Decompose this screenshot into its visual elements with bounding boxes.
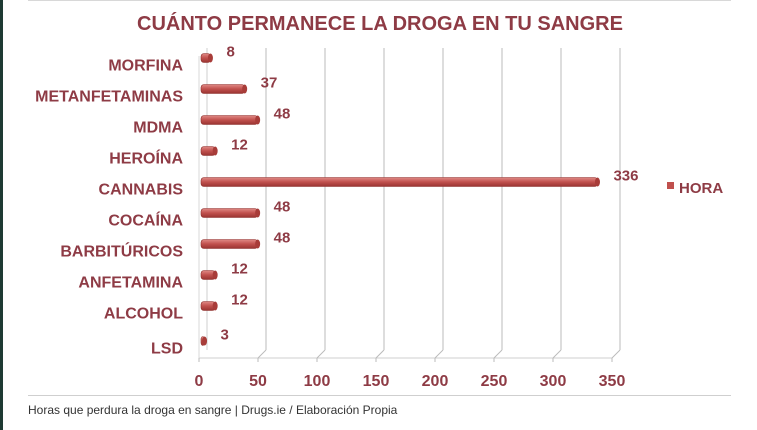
tick-label-200: 200	[422, 373, 449, 390]
data-label: 48	[274, 230, 291, 247]
data-label: 12	[231, 292, 248, 309]
data-label: 8	[226, 44, 234, 61]
bar-metanfetaminas	[200, 84, 245, 94]
data-label: 37	[261, 75, 278, 92]
data-label: 12	[231, 261, 248, 278]
category-label: BARBITÚRICOS	[60, 242, 183, 261]
bar-cocaína	[200, 208, 258, 218]
bar-cap	[212, 301, 218, 311]
gridline-depth	[493, 349, 503, 359]
data-label: 336	[613, 168, 638, 185]
gridlines	[198, 48, 621, 362]
tick-label-350: 350	[599, 373, 626, 390]
category-label: ANFETAMINA	[78, 275, 183, 292]
category-label: METANFETAMINAS	[35, 89, 183, 106]
bar-mdma	[200, 115, 258, 125]
top-divider	[28, 0, 731, 1]
bar-cap	[212, 146, 218, 156]
category-label: MORFINA	[108, 58, 183, 75]
tick-labels: 0 50 100 150 200 250 300 350	[195, 373, 626, 390]
bar-cap	[242, 84, 248, 94]
data-label: 3	[221, 327, 229, 344]
bar-chart: CUÁNTO PERMANECE LA DROGA EN TU SANGRE 8…	[35, 12, 723, 390]
category-label: HEROÍNA	[109, 149, 183, 168]
gridline-depth	[552, 349, 562, 359]
bar-barbitúricos	[200, 239, 258, 249]
bar-cap	[202, 336, 208, 346]
legend-swatch	[667, 182, 674, 189]
left-edge-strip	[0, 0, 3, 430]
category-label: LSD	[151, 341, 183, 358]
gridline-depth	[375, 349, 385, 359]
bar-cap	[255, 115, 261, 125]
tick-label-250: 250	[481, 373, 508, 390]
gridline-depth	[434, 349, 444, 359]
data-label: 48	[274, 106, 291, 123]
data-label: 12	[231, 137, 248, 154]
bar-cannabis	[200, 177, 598, 187]
category-label: CANNABIS	[99, 182, 184, 199]
category-label: COCAÍNA	[108, 211, 183, 230]
chart-title: CUÁNTO PERMANECE LA DROGA EN TU SANGRE	[137, 12, 623, 35]
tick-label-300: 300	[540, 373, 567, 390]
bar-cap	[594, 177, 600, 187]
tick-label-0: 0	[195, 373, 204, 390]
data-label: 48	[274, 199, 291, 216]
bar-cap	[255, 239, 261, 249]
category-label: ALCOHOL	[104, 306, 183, 323]
category-label: MDMA	[133, 120, 183, 137]
gridline-depth	[257, 349, 267, 359]
tick-label-50: 50	[249, 373, 267, 390]
figure-caption: Horas que perdura la droga en sangre | D…	[28, 403, 398, 417]
gridline-depth	[316, 349, 326, 359]
bar-cap	[207, 53, 213, 63]
tick-label-150: 150	[363, 373, 390, 390]
legend: HORA	[667, 180, 723, 197]
category-labels: MORFINA METANFETAMINAS MDMA HEROÍNA CANNABIS…	[35, 58, 183, 358]
bar-cap	[212, 270, 218, 280]
legend-label: HORA	[679, 180, 723, 197]
tick-label-100: 100	[304, 373, 331, 390]
bars: 8 37 48 12 336 48 48 12 12 3	[200, 44, 639, 346]
gridline-depth	[611, 349, 621, 359]
bottom-divider	[28, 395, 731, 396]
bar-cap	[255, 208, 261, 218]
